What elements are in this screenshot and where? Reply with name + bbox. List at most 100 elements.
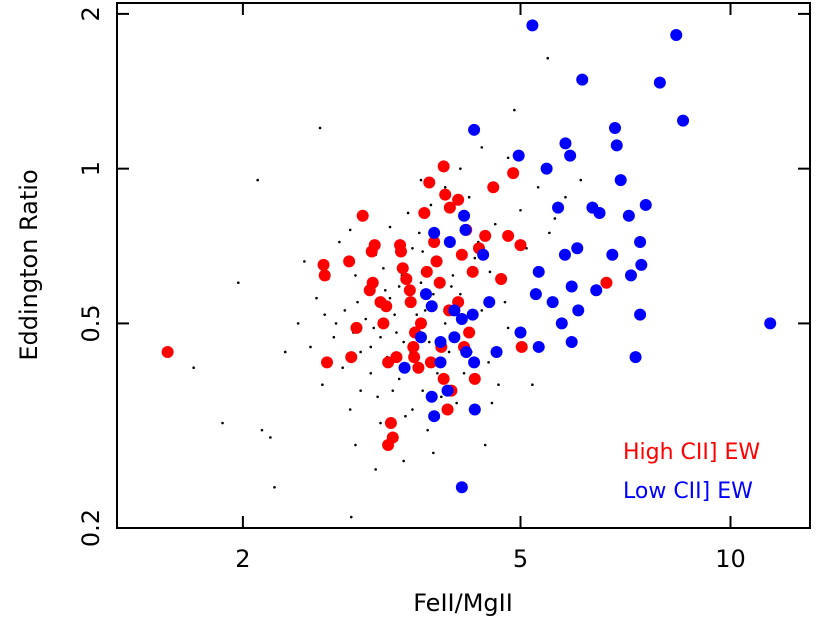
dot xyxy=(473,256,477,260)
dot xyxy=(506,326,510,330)
dot xyxy=(404,414,407,418)
marker xyxy=(593,206,606,219)
marker xyxy=(458,209,471,222)
plot-frame xyxy=(116,2,811,529)
dot xyxy=(417,231,421,235)
marker xyxy=(468,403,481,416)
dot xyxy=(427,340,431,344)
marker xyxy=(653,76,666,89)
dot xyxy=(536,185,540,189)
dot xyxy=(303,260,306,263)
marker xyxy=(350,321,363,334)
dot xyxy=(354,443,357,447)
dot xyxy=(382,266,385,270)
marker xyxy=(365,245,378,258)
dot xyxy=(334,322,338,325)
dot xyxy=(406,211,410,215)
legend-label: Low CII] EW xyxy=(623,479,753,504)
dot xyxy=(332,335,336,339)
dot xyxy=(467,195,471,199)
marker xyxy=(546,296,559,309)
dot xyxy=(397,377,401,381)
dot xyxy=(379,421,382,425)
dot xyxy=(480,309,484,312)
dot xyxy=(531,383,534,386)
marker xyxy=(407,340,420,353)
dot xyxy=(321,383,324,386)
dot xyxy=(296,322,300,325)
marker xyxy=(317,258,330,271)
dot xyxy=(369,345,373,349)
dot xyxy=(395,331,398,334)
dot xyxy=(283,350,287,354)
dot xyxy=(440,395,443,399)
marker xyxy=(479,229,492,242)
marker xyxy=(420,265,433,278)
dot xyxy=(364,317,368,321)
marker xyxy=(414,331,427,344)
marker xyxy=(318,269,331,282)
marker xyxy=(414,317,427,330)
dot xyxy=(415,313,419,316)
dot xyxy=(503,300,507,304)
marker xyxy=(448,331,461,344)
dot xyxy=(372,326,376,330)
y-tick-label: 0.2 xyxy=(77,509,105,547)
marker xyxy=(428,226,441,239)
marker xyxy=(412,361,425,374)
marker xyxy=(571,242,584,255)
marks xyxy=(161,19,777,519)
marker xyxy=(540,162,553,175)
x-tick-label: 10 xyxy=(715,545,746,573)
marker xyxy=(384,417,397,430)
marker xyxy=(424,356,437,369)
marker xyxy=(390,351,403,364)
dot xyxy=(487,361,490,364)
y-tick-label: 0.5 xyxy=(77,304,105,342)
dot xyxy=(490,401,494,405)
dot xyxy=(443,322,447,325)
dot xyxy=(402,459,405,463)
marker xyxy=(439,188,452,201)
marker xyxy=(437,372,450,385)
marker xyxy=(345,351,358,364)
marker xyxy=(455,481,468,494)
marker xyxy=(434,336,447,349)
marker xyxy=(635,258,648,271)
marker xyxy=(512,149,525,162)
marker xyxy=(398,361,411,374)
marker xyxy=(468,356,481,369)
dot xyxy=(359,389,362,392)
dot xyxy=(260,428,264,432)
dot xyxy=(393,313,396,316)
dot xyxy=(462,371,466,375)
marker xyxy=(463,326,476,339)
marker xyxy=(590,284,603,297)
dot xyxy=(506,156,510,160)
dot xyxy=(391,389,395,392)
dot xyxy=(546,56,550,60)
marker xyxy=(425,390,438,403)
dot xyxy=(553,217,557,220)
marker xyxy=(466,308,479,321)
dot xyxy=(374,468,377,471)
dot xyxy=(376,395,379,399)
marker xyxy=(487,181,500,194)
marker xyxy=(443,201,456,214)
marker xyxy=(452,193,465,206)
marker xyxy=(428,236,441,249)
dot xyxy=(564,195,567,199)
marker xyxy=(404,296,417,309)
marker xyxy=(565,336,578,349)
marker xyxy=(477,248,490,261)
legend: High CII] EW Low CII] EW xyxy=(623,440,760,504)
marker xyxy=(490,345,503,358)
marker xyxy=(161,345,174,358)
dot xyxy=(513,108,516,112)
dot xyxy=(426,428,429,432)
dot xyxy=(421,389,424,392)
dot xyxy=(388,296,392,300)
marker xyxy=(400,273,413,286)
dot xyxy=(237,281,240,285)
dot xyxy=(480,146,484,149)
